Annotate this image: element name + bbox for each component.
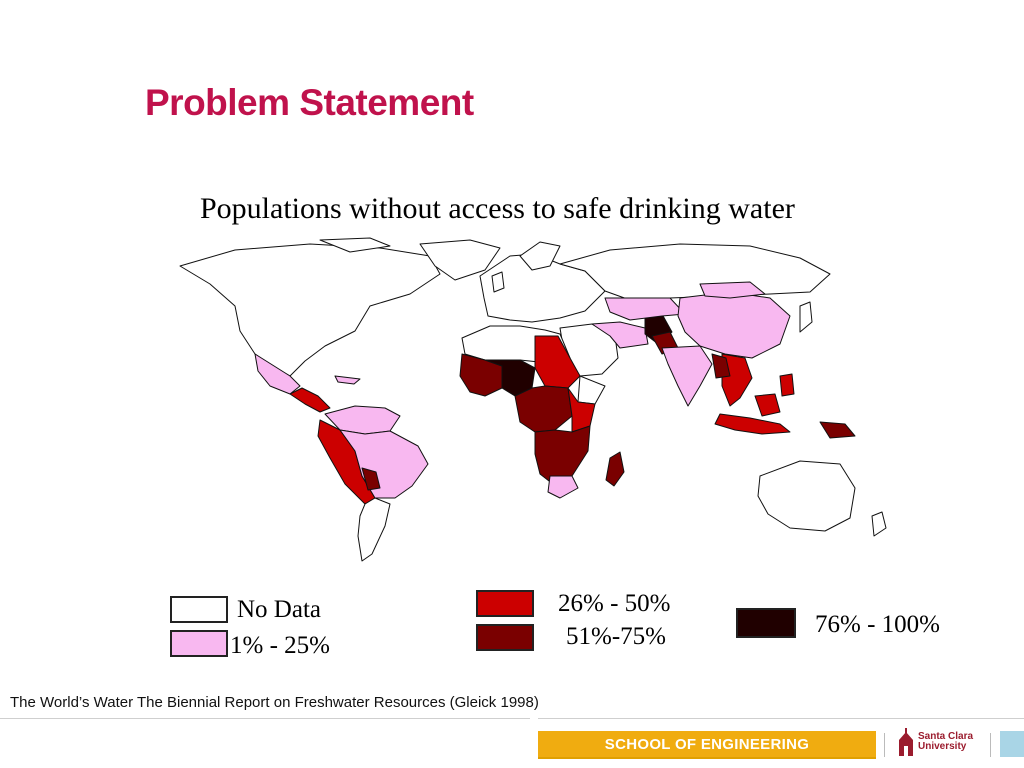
source-citation: The World’s Water The Biennial Report on… xyxy=(10,694,539,711)
mission-church-icon xyxy=(899,728,913,756)
region-madagascar xyxy=(605,451,625,487)
region-horn-of-africa xyxy=(577,375,606,405)
legend-label-76-100: 76% - 100% xyxy=(815,611,940,638)
region-china xyxy=(677,291,791,359)
region-russia xyxy=(559,243,831,301)
footer-rule-left xyxy=(0,718,530,719)
region-mongolia xyxy=(699,281,766,299)
region-scandinavia xyxy=(519,241,561,271)
map-title: Populations without access to safe drink… xyxy=(200,192,795,225)
region-borneo xyxy=(754,393,781,417)
region-greenland xyxy=(419,239,501,281)
region-philippines xyxy=(779,373,795,397)
region-uk xyxy=(491,271,505,293)
legend-swatch-no-data xyxy=(170,596,228,623)
legend-swatch-26-50 xyxy=(476,590,534,617)
region-north-america xyxy=(179,243,441,377)
school-name: SCHOOL OF ENGINEERING xyxy=(604,735,810,753)
slide-title: Problem Statement xyxy=(145,82,474,123)
corner-accent xyxy=(1000,731,1024,757)
legend-label-26-50: 26% - 50% xyxy=(558,590,671,617)
footer-rule-right xyxy=(538,718,1024,719)
region-bolivia xyxy=(361,467,381,491)
region-india xyxy=(661,345,713,407)
region-southern-africa xyxy=(534,425,591,489)
region-iraq-iran xyxy=(591,321,649,349)
region-new-zealand xyxy=(871,511,887,537)
region-australia xyxy=(757,460,856,532)
legend-swatch-76-100 xyxy=(736,608,796,638)
logo-line-2: University xyxy=(918,741,967,752)
region-central-america xyxy=(289,387,331,413)
region-southern-cone xyxy=(357,497,391,562)
legend-swatch-51-75 xyxy=(476,624,534,651)
footer-divider-left xyxy=(884,733,885,757)
region-myanmar xyxy=(711,353,731,379)
region-caribbean xyxy=(334,375,361,385)
legend-swatch-1-25 xyxy=(170,630,228,657)
region-png xyxy=(819,421,856,439)
legend-label-51-75: 51%-75% xyxy=(566,623,666,650)
legend-label-no-data: No Data xyxy=(237,596,321,623)
region-arctic-islands xyxy=(319,237,391,253)
region-southeast-asia xyxy=(721,353,753,407)
footer-divider-right xyxy=(990,733,991,757)
world-map xyxy=(179,237,887,562)
logo-line-1: Santa Clara xyxy=(918,731,974,742)
region-japan xyxy=(799,301,813,333)
region-indonesia xyxy=(714,413,791,435)
region-central-africa xyxy=(514,385,573,433)
region-sudan xyxy=(534,335,581,389)
school-banner: SCHOOL OF ENGINEERING xyxy=(538,731,876,759)
region-south-africa xyxy=(547,475,579,499)
legend-label-1-25: 1% - 25% xyxy=(230,632,330,659)
region-central-asia xyxy=(604,297,686,321)
region-brazil xyxy=(339,429,429,499)
university-logo: Santa Clara University xyxy=(896,726,978,760)
